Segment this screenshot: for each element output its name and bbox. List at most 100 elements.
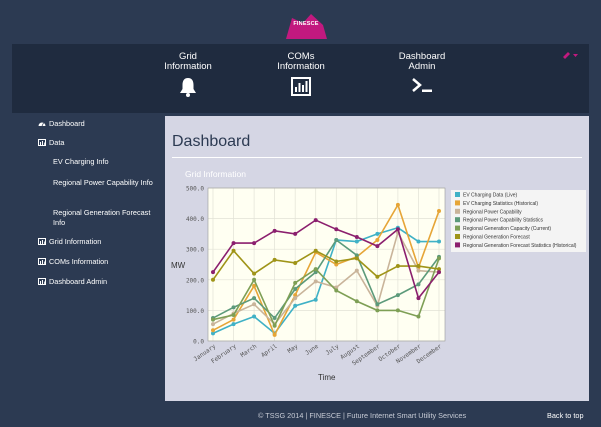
data-point[interactable] xyxy=(354,299,359,304)
data-point[interactable] xyxy=(354,268,359,273)
nav-coms-label-1: COMs xyxy=(287,51,315,62)
data-point[interactable] xyxy=(313,267,318,272)
data-point[interactable] xyxy=(334,238,339,243)
data-point[interactable] xyxy=(375,308,380,313)
dashboard-icon xyxy=(38,122,46,127)
data-point[interactable] xyxy=(437,267,441,272)
data-point[interactable] xyxy=(416,264,421,269)
data-point[interactable] xyxy=(252,277,257,282)
data-point[interactable] xyxy=(416,296,421,301)
data-point[interactable] xyxy=(211,270,215,275)
data-point[interactable] xyxy=(313,297,318,302)
data-point[interactable] xyxy=(334,259,339,264)
sidebar-item-data[interactable]: Data xyxy=(38,138,64,148)
data-point[interactable] xyxy=(231,312,236,317)
sidebar-item-ev-charging-info[interactable]: EV Charging Info xyxy=(53,157,109,166)
data-point[interactable] xyxy=(437,270,441,275)
data-point[interactable] xyxy=(252,314,257,319)
data-point[interactable] xyxy=(272,257,277,262)
data-point[interactable] xyxy=(416,314,421,319)
data-point[interactable] xyxy=(334,227,339,232)
data-point[interactable] xyxy=(293,303,298,308)
data-point[interactable] xyxy=(354,234,359,239)
data-point[interactable] xyxy=(293,280,298,285)
legend-entry[interactable]: Regional Generation Forecast Statistics … xyxy=(463,243,577,249)
sidebar-item-grid-information[interactable]: Grid Information xyxy=(38,237,101,247)
data-point[interactable] xyxy=(437,256,441,261)
data-point[interactable] xyxy=(252,296,257,301)
plot-border xyxy=(207,187,446,342)
data-point[interactable] xyxy=(395,293,400,298)
data-point[interactable] xyxy=(313,248,318,253)
nav-grid-information[interactable]: Grid Information xyxy=(148,52,228,97)
data-point[interactable] xyxy=(272,228,277,233)
sidebar-item-dashboard-admin[interactable]: Dashboard Admin xyxy=(38,277,107,287)
data-point[interactable] xyxy=(231,248,236,253)
data-point[interactable] xyxy=(395,227,400,232)
wrench-dropdown-icon[interactable] xyxy=(561,51,581,59)
sidebar-item-grid-information-label: Grid Information xyxy=(49,237,102,246)
data-point[interactable] xyxy=(395,308,400,313)
data-point[interactable] xyxy=(375,274,380,279)
data-point[interactable] xyxy=(231,317,236,322)
data-point[interactable] xyxy=(375,238,380,243)
back-to-top-link[interactable]: Back to top xyxy=(547,411,584,420)
legend-entry[interactable]: EV Charging Data (Live) xyxy=(463,193,518,199)
sidebar-item-dashboard[interactable]: Dashboard xyxy=(38,119,85,129)
data-point[interactable] xyxy=(231,322,236,327)
data-point[interactable] xyxy=(252,271,257,276)
data-point[interactable] xyxy=(272,323,277,328)
data-point[interactable] xyxy=(211,328,215,333)
data-point[interactable] xyxy=(354,256,359,261)
data-point[interactable] xyxy=(231,241,236,246)
data-point[interactable] xyxy=(293,293,298,298)
data-point[interactable] xyxy=(375,231,380,236)
data-point[interactable] xyxy=(334,288,339,293)
data-point[interactable] xyxy=(313,279,318,284)
data-point[interactable] xyxy=(416,282,421,287)
data-point[interactable] xyxy=(231,305,236,310)
finesce-logo[interactable] xyxy=(283,12,329,40)
legend-entry[interactable]: EV Charging Statistics (Historical) xyxy=(463,201,538,207)
data-point[interactable] xyxy=(437,239,441,244)
data-point[interactable] xyxy=(375,244,380,249)
legend-entry[interactable]: Regional Generation Capacity (Current) xyxy=(463,226,551,232)
data-point[interactable] xyxy=(252,302,257,307)
data-point[interactable] xyxy=(252,283,257,288)
data-point[interactable] xyxy=(293,260,298,265)
data-point[interactable] xyxy=(272,316,277,321)
nav-coms-information[interactable]: COMs Information xyxy=(261,52,341,96)
data-point[interactable] xyxy=(293,231,298,236)
data-point[interactable] xyxy=(354,239,359,244)
data-point[interactable] xyxy=(437,208,441,213)
data-point[interactable] xyxy=(211,277,215,282)
data-point[interactable] xyxy=(313,218,318,223)
data-point[interactable] xyxy=(211,331,215,336)
data-point[interactable] xyxy=(293,286,298,291)
sidebar-item-coms-information[interactable]: COMs Information xyxy=(38,257,108,267)
data-point[interactable] xyxy=(354,253,359,258)
sidebar-item-regional-power-capability-info[interactable]: Regional Power Capability Info xyxy=(53,178,153,187)
data-point[interactable] xyxy=(375,302,380,307)
data-point[interactable] xyxy=(252,241,257,246)
x-tick-label: May xyxy=(286,343,299,355)
data-point[interactable] xyxy=(211,317,215,322)
legend-entry[interactable]: Regional Power Capability Statistics xyxy=(463,218,544,224)
data-point[interactable] xyxy=(416,239,421,244)
data-point[interactable] xyxy=(293,296,298,301)
nav-grid-label-2: Information xyxy=(164,61,212,72)
nav-dashboard-admin[interactable]: Dashboard Admin xyxy=(382,52,462,93)
legend-swatch xyxy=(455,234,460,239)
legend-entry[interactable]: Regional Generation Forecast xyxy=(463,235,530,241)
legend-entry[interactable]: Regional Power Capability xyxy=(463,209,522,215)
data-point[interactable] xyxy=(334,262,339,267)
x-axis-label: Time xyxy=(318,373,336,382)
legend-swatch xyxy=(455,225,460,231)
data-point[interactable] xyxy=(272,332,277,337)
sidebar-item-regional-generation-forecast-info[interactable]: Regional Generation Forecast Info xyxy=(53,208,151,227)
legend-box xyxy=(451,190,586,252)
data-point[interactable] xyxy=(211,322,215,327)
data-point[interactable] xyxy=(416,268,421,273)
data-point[interactable] xyxy=(395,264,400,269)
data-point[interactable] xyxy=(395,202,400,207)
